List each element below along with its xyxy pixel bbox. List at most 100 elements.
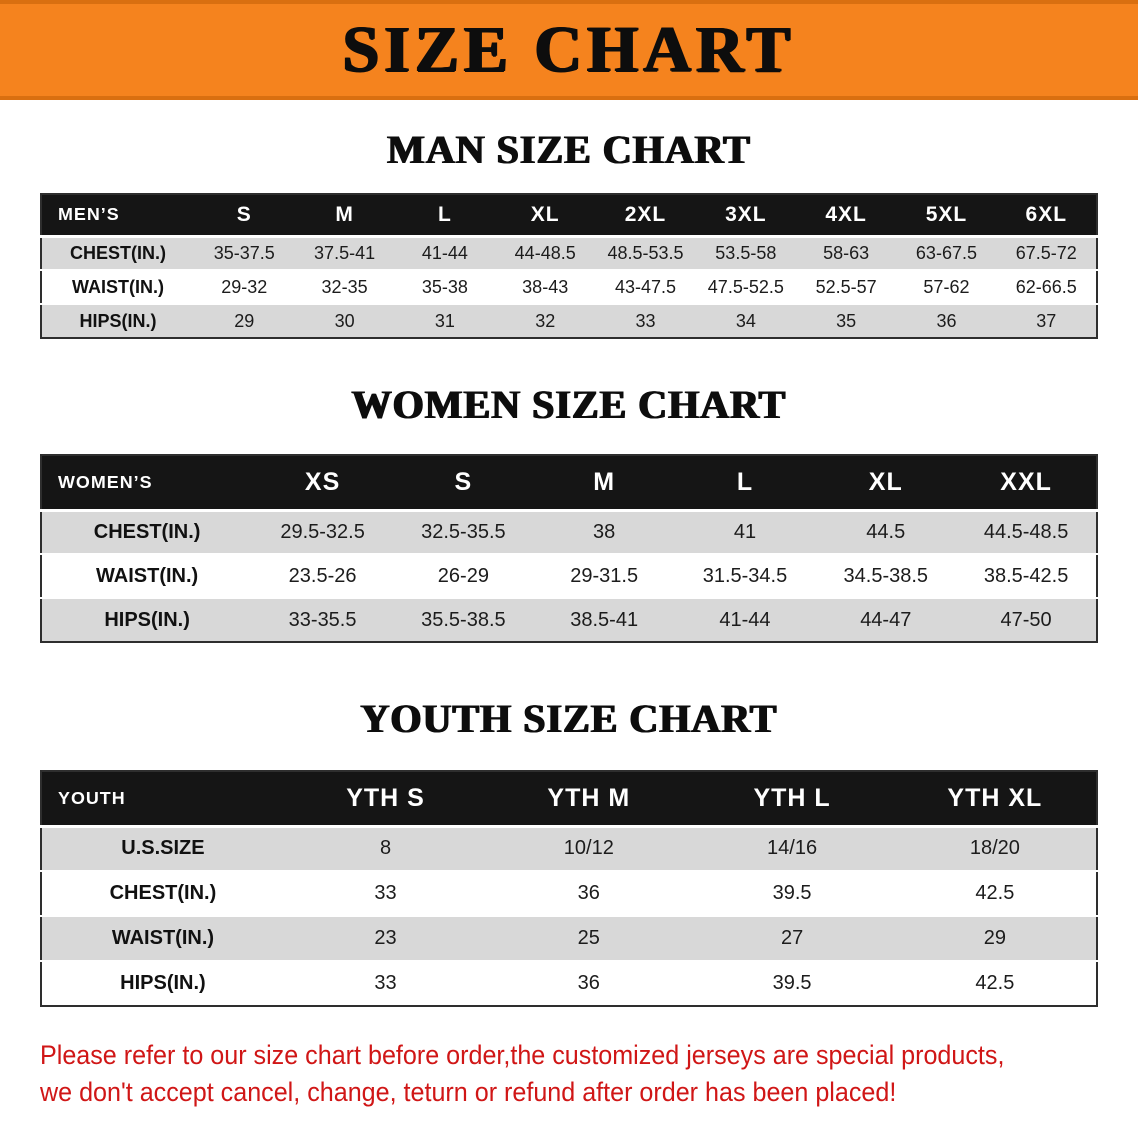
men-size-row-label-cell: WAIST(IN.) [72, 276, 165, 297]
women-size-table-row: HIPS(IN.) 33-35.5 35.5-38.5 38.5-41 41-44 44-… [41, 598, 1097, 642]
men-size-value-cell: 37 [1036, 310, 1057, 331]
youth-size-value-cell: 42.5 [975, 882, 1015, 904]
women-size-value-cell: 38.5-41 [570, 608, 639, 631]
women-size-size-header-cell: XXL [1000, 467, 1052, 496]
men-size-value-cell: 48.5-53.5 [607, 242, 684, 263]
youth-section-heading: YOUTH SIZE CHART [360, 696, 778, 741]
women-size-value-cell: 33-35.5 [288, 608, 357, 631]
men-size-value-cell: 31 [434, 310, 455, 331]
men-size-value-cell: 41-44 [421, 242, 468, 263]
men-size-table-row: WAIST(IN.) 29-32 32-35 35-38 38-43 43-47.5 47.… [41, 270, 1097, 304]
women-size-value-cell: 44.5-48.5 [983, 520, 1069, 543]
women-size-table: WOMEN’S XS S M L XL XXL CHEST(IN.) 29.5-32.5 32.5… [40, 454, 1098, 643]
women-size-value-cell: 47-50 [1000, 608, 1052, 631]
men-size-value-cell: 35 [836, 310, 857, 331]
women-size-row-label-cell: CHEST(IN.) [93, 520, 201, 543]
youth-size-size-header-cell: YTH XL [947, 783, 1043, 812]
youth-size-table-row: CHEST(IN.) 33 36 39.5 42.5 [41, 871, 1097, 916]
youth-size: YOUTH YTH S YTH M YTH L YTH XL U.S.SIZE 8 10/12… [40, 770, 1098, 1007]
women-size-size-header-cell: S [454, 467, 473, 496]
youth-size-size-header-cell: YTH L [753, 783, 831, 812]
men-size-table-title-cell: MEN’S [58, 204, 120, 225]
men-size-size-header-cell: M [335, 202, 354, 226]
men-size-value-cell: 52.5-57 [815, 276, 877, 297]
youth-size-row-label-cell: HIPS(IN.) [120, 972, 206, 994]
youth-size-table-row: WAIST(IN.) 23 25 27 29 [41, 916, 1097, 961]
women-size-table-row: WAIST(IN.) 23.5-26 26-29 29-31.5 31.5-34.5 34… [41, 554, 1097, 598]
men-size-row-label-cell: HIPS(IN.) [79, 310, 157, 331]
page-title: SIZE CHART [342, 13, 796, 86]
men-size-value-cell: 57-62 [923, 276, 970, 297]
youth-size-value-cell: 10/12 [563, 837, 614, 860]
men-size-value-cell: 62-66.5 [1015, 276, 1077, 297]
youth-size-value-cell: 29 [983, 927, 1006, 949]
youth-size-value-cell: 14/16 [767, 837, 818, 860]
men-size-header-row: MEN’S S M L XL 2XL 3XL 4XL 5XL 6XL [41, 194, 1097, 236]
women-size-size-header-cell: XL [868, 467, 903, 496]
women-size-value-cell: 29-31.5 [570, 564, 639, 587]
men-size-table-row: CHEST(IN.) 35-37.5 37.5-41 41-44 44-48.5 48.5… [41, 236, 1097, 270]
youth-size-value-cell: 33 [374, 972, 397, 994]
women-section-heading: WOMEN SIZE CHART [351, 382, 787, 427]
women-size-value-cell: 26-29 [437, 564, 489, 587]
youth-size-size-header-cell: YTH M [547, 783, 631, 812]
men-size-value-cell: 47.5-52.5 [707, 276, 784, 297]
women-size-table-row: CHEST(IN.) 29.5-32.5 32.5-35.5 38 41 44.5 44.5… [41, 510, 1097, 554]
men-size-value-cell: 35-37.5 [213, 242, 275, 263]
disclaimer: Please refer to our size chart before or… [40, 1037, 1098, 1112]
youth-size-table-row: U.S.SIZE 8 10/12 14/16 18/20 [41, 826, 1097, 871]
women-size-value-cell: 44-47 [860, 608, 912, 631]
women-size-value-cell: 23.5-26 [288, 564, 357, 587]
women-size-size-header-cell: XS [304, 467, 341, 496]
men-size-value-cell: 32 [535, 310, 556, 331]
women-size: WOMEN’S XS S M L XL XXL CHEST(IN.) 29.5-32.5 32.5… [40, 454, 1098, 643]
men-size-value-cell: 29-32 [221, 276, 268, 297]
women-size-size-header-cell: L [736, 467, 754, 496]
youth-size-value-cell: 39.5 [772, 972, 812, 994]
youth-size-table-title-cell: YOUTH [58, 787, 126, 808]
women-size-table-title-cell: WOMEN’S [58, 471, 153, 492]
disclaimer-line-2: we don't accept cancel, change, teturn o… [40, 1077, 897, 1108]
youth-size-row-label-cell: U.S.SIZE [121, 837, 205, 860]
youth-size-value-cell: 39.5 [772, 882, 812, 904]
youth-size-table: YOUTH YTH S YTH M YTH L YTH XL U.S.SIZE 8 10/12… [40, 770, 1098, 1007]
youth-size-row-label-cell: WAIST(IN.) [111, 927, 215, 949]
youth-size-value-cell: 18/20 [969, 837, 1020, 860]
men-size-value-cell: 33 [635, 310, 656, 331]
youth-size-value-cell: 8 [379, 837, 392, 860]
men-size-table-row: HIPS(IN.) 29 30 31 32 33 34 35 36 37 [41, 304, 1097, 338]
women-size-size-header-cell: M [593, 467, 616, 496]
men-size-value-cell: 63-67.5 [915, 242, 977, 263]
youth-size-table-row: HIPS(IN.) 33 36 39.5 42.5 [41, 961, 1097, 1006]
women-size-value-cell: 31.5-34.5 [702, 564, 788, 587]
men-size-value-cell: 67.5-72 [1015, 242, 1077, 263]
youth-size-header-row: YOUTH YTH S YTH M YTH L YTH XL [41, 771, 1097, 826]
men-size-size-header-cell: 5XL [925, 202, 968, 226]
men-section-heading: MAN SIZE CHART [387, 127, 751, 172]
women-size-row-label-cell: WAIST(IN.) [95, 564, 199, 587]
women-size-section: WOMEN SIZE CHART WOMEN’S XS S M L XL XXL CHEST(… [0, 381, 1138, 643]
banner: SIZE CHART [0, 0, 1138, 100]
women-size-value-cell: 35.5-38.5 [421, 608, 506, 631]
charts-area: MAN SIZE CHART MEN’S S M L XL 2XL 3XL 4XL 5XL 6XL… [0, 126, 1138, 1007]
youth-size-value-cell: 36 [577, 972, 600, 994]
men-size-value-cell: 30 [334, 310, 355, 331]
men-size: MEN’S S M L XL 2XL 3XL 4XL 5XL 6XL CHEST(IN.) 35-37… [40, 193, 1098, 339]
men-size-table: MEN’S S M L XL 2XL 3XL 4XL 5XL 6XL CHEST(IN.) 35-37… [40, 193, 1098, 339]
men-size-size-header-cell: XL [530, 202, 560, 226]
youth-size-value-cell: 27 [780, 927, 804, 949]
youth-size-value-cell: 36 [577, 882, 600, 904]
youth-size-value-cell: 42.5 [975, 972, 1015, 994]
men-size-row-label-cell: CHEST(IN.) [70, 242, 167, 263]
men-size-size-header-cell: 3XL [725, 202, 767, 226]
youth-size-value-cell: 33 [374, 882, 397, 904]
men-size-value-cell: 32-35 [321, 276, 368, 297]
men-size-size-header-cell: 2XL [624, 202, 667, 226]
men-size-size-header-cell: L [437, 202, 452, 226]
men-size-value-cell: 53.5-58 [715, 242, 777, 263]
men-size-value-cell: 29 [234, 310, 255, 331]
men-size-value-cell: 37.5-41 [314, 242, 376, 263]
youth-size-value-cell: 23 [374, 927, 397, 949]
men-size-value-cell: 58-63 [823, 242, 870, 263]
